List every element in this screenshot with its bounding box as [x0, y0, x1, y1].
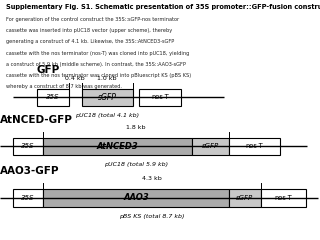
- Text: sGFP: sGFP: [202, 143, 219, 149]
- Text: 35S: 35S: [46, 94, 60, 100]
- Text: AAO3: AAO3: [123, 193, 149, 203]
- Text: 1.8 kb: 1.8 kb: [126, 125, 146, 130]
- Text: AtNCED3: AtNCED3: [97, 142, 139, 151]
- Text: 4.3 kb: 4.3 kb: [142, 176, 162, 181]
- Text: 0.4 kb: 0.4 kb: [65, 76, 85, 81]
- Text: AtNCED-GFP: AtNCED-GFP: [0, 114, 73, 125]
- Text: 35S: 35S: [21, 143, 35, 149]
- Bar: [261, 189, 306, 207]
- Text: pBS KS (total 8.7 kb): pBS KS (total 8.7 kb): [119, 214, 185, 219]
- Text: pUC18 (total 5.9 kb): pUC18 (total 5.9 kb): [104, 162, 168, 167]
- Text: GFP: GFP: [37, 65, 60, 75]
- Text: nos-T: nos-T: [151, 94, 169, 100]
- Text: For generation of the control construct the 35S::sGFP-nos terminator: For generation of the control construct …: [6, 17, 180, 22]
- Text: pUC18 (total 4.1 kb): pUC18 (total 4.1 kb): [75, 113, 139, 118]
- Text: cassette with the nos terminator (nos-T) was cloned into pUC18, yielding: cassette with the nos terminator (nos-T)…: [6, 51, 190, 56]
- Bar: [37, 89, 69, 106]
- Bar: [229, 189, 261, 207]
- Text: nos-T: nos-T: [245, 143, 263, 149]
- Text: cassette with the nos terminator was cloned into pBluescript KS (pBS KS): cassette with the nos terminator was clo…: [6, 73, 192, 78]
- Text: a construct of 5.9 kb (middle scheme). In contrast, the 35S::AAO3-sGFP: a construct of 5.9 kb (middle scheme). I…: [6, 62, 186, 67]
- Text: Supplementary Fig. S1. Schematic presentation of 35S promoter::GFP-fusion constr: Supplementary Fig. S1. Schematic present…: [6, 4, 320, 10]
- Text: cassette was inserted into pUC18 vector (upper scheme), thereby: cassette was inserted into pUC18 vector …: [6, 28, 173, 33]
- Text: 1.0 kb: 1.0 kb: [98, 76, 117, 81]
- Bar: [229, 138, 280, 155]
- Text: nos-T: nos-T: [274, 195, 292, 201]
- Text: 35S: 35S: [21, 195, 35, 201]
- Text: sGFP: sGFP: [98, 93, 116, 102]
- Text: sGFP: sGFP: [236, 195, 253, 201]
- Bar: [13, 189, 43, 207]
- Text: generating a construct of 4.1 kb. Likewise, the 35S::AtNCED3-sGFP: generating a construct of 4.1 kb. Likewi…: [6, 39, 175, 44]
- Bar: [43, 138, 192, 155]
- Bar: [13, 138, 43, 155]
- Text: whereby a construct of 8.7 kb was generated.: whereby a construct of 8.7 kb was genera…: [6, 84, 123, 90]
- Bar: [43, 189, 229, 207]
- Text: AAO3-GFP: AAO3-GFP: [0, 166, 60, 176]
- Bar: [82, 89, 133, 106]
- Bar: [192, 138, 229, 155]
- Bar: [139, 89, 181, 106]
